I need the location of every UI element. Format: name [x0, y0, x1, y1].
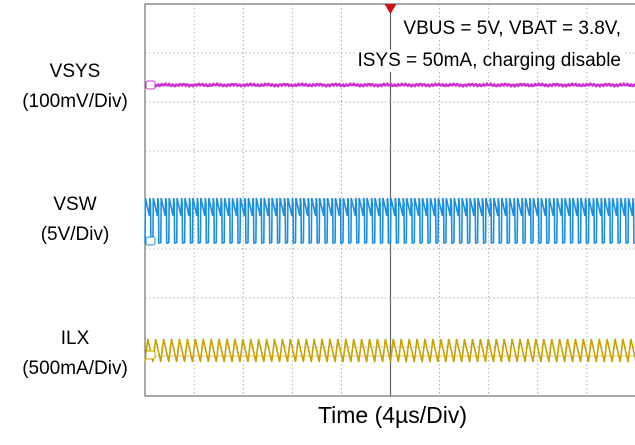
vsys-ground-marker: [145, 80, 156, 90]
trigger-marker: [384, 4, 397, 14]
ilx-scale: (500mA/Div): [22, 358, 128, 379]
scope-markers: [145, 4, 397, 360]
ilx-name: ILX: [60, 328, 90, 349]
channel-label-vsw: VSW (5V/Div): [0, 194, 150, 246]
channel-label-ilx: ILX (500mA/Div): [0, 328, 150, 380]
x-axis-label: Time (4µs/Div): [317, 402, 468, 428]
scope-traces: [144, 81, 635, 363]
trace-vsw: [144, 197, 635, 244]
vsys-scale: (100mV/Div): [22, 91, 128, 112]
vsw-scale: (5V/Div): [40, 224, 110, 245]
vsys-name: VSYS: [49, 61, 101, 82]
vsw-name: VSW: [53, 194, 97, 215]
trace-ilx: [144, 338, 635, 363]
ilx-ground-marker: [145, 350, 156, 360]
trace-vsys: [144, 81, 635, 89]
annotation-line-1: VBUS = 5V, VBAT = 3.8V,: [401, 18, 623, 40]
annotation-line-2: ISYS = 50mA, charging disable: [355, 50, 623, 72]
vsw-ground-marker: [145, 236, 156, 246]
channel-label-vsys: VSYS (100mV/Div): [0, 61, 150, 113]
